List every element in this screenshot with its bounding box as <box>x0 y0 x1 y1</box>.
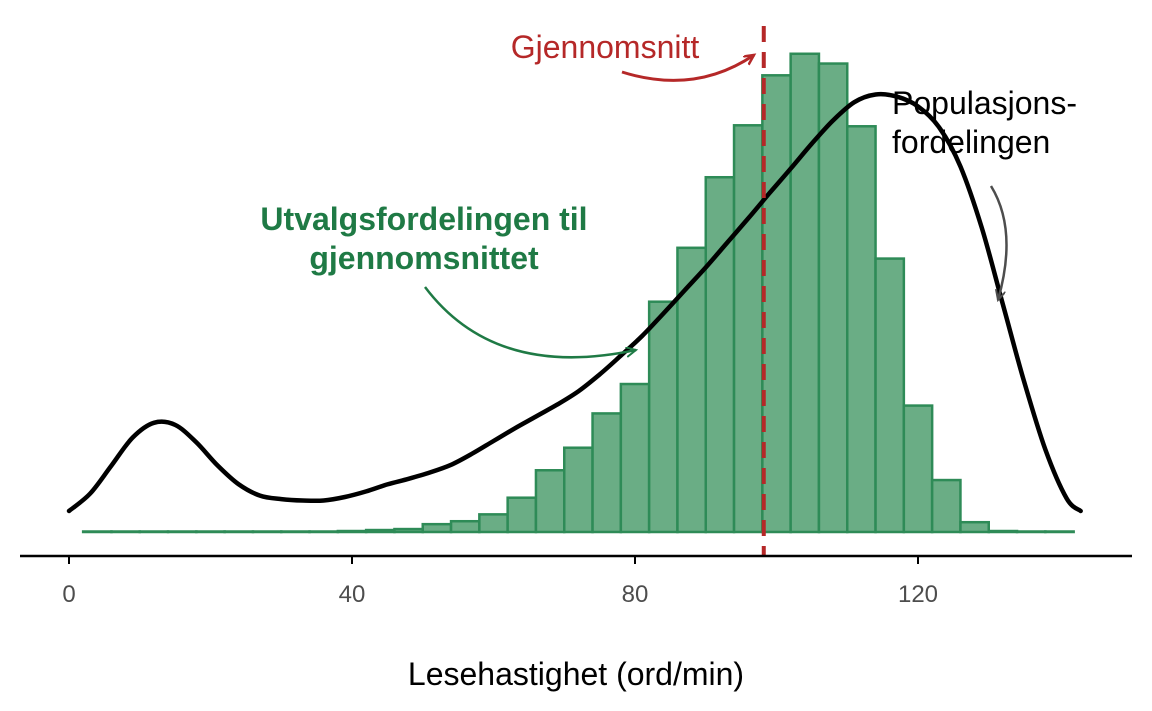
histogram-bar <box>959 520 991 534</box>
x-axis-title: Lesehastighet (ord/min) <box>408 656 744 692</box>
histogram-bar <box>166 530 198 534</box>
histogram-bar <box>732 124 764 534</box>
histogram-bar <box>987 529 1019 534</box>
histogram-bar <box>846 125 877 534</box>
histogram-bar <box>647 300 679 534</box>
population-annotation-line1: Populasjons- <box>892 85 1077 121</box>
histogram-bar <box>81 530 113 534</box>
histogram-bar <box>421 522 453 534</box>
histogram-bar <box>364 528 396 534</box>
x-axis-tick-label: 120 <box>898 581 938 608</box>
histogram-bar <box>478 513 509 534</box>
histogram-bar <box>336 529 368 534</box>
histogram-bar <box>591 412 623 534</box>
population-annotation-arrow <box>989 185 1008 300</box>
mean-annotation-label: Gjennomsnitt <box>511 29 700 65</box>
sampling-annotation-line1: Utvalgsfordelingen til <box>260 201 587 237</box>
histogram-bar <box>619 382 651 534</box>
x-axis-tick-label: 0 <box>62 581 75 608</box>
histogram-bar <box>563 446 594 534</box>
histogram-bar <box>704 175 736 534</box>
histogram-bar <box>1015 530 1047 534</box>
histogram-bar <box>761 74 792 534</box>
population-annotation-line2: fordelingen <box>892 124 1050 160</box>
histogram-bar <box>534 469 566 534</box>
histogram-bars <box>81 52 1075 534</box>
histogram-bar <box>506 496 538 534</box>
histogram-bar <box>1044 530 1075 534</box>
x-axis-ticks: 0 40 80 120 <box>62 556 938 608</box>
population-density-curve <box>66 91 1083 514</box>
histogram-bar <box>789 52 821 534</box>
histogram-bar <box>223 530 255 534</box>
sampling-annotation-arrow <box>424 286 636 359</box>
histogram-bar <box>449 519 481 534</box>
histogram-bar <box>195 530 226 534</box>
histogram-bar <box>110 530 141 534</box>
histogram-bar <box>393 527 425 534</box>
mean-annotation-arrow <box>621 55 754 82</box>
histogram-bar <box>817 62 849 534</box>
histogram-bar <box>251 530 283 534</box>
histogram-bar <box>874 257 906 534</box>
histogram-bar <box>138 530 170 534</box>
histogram-bar <box>930 478 962 534</box>
histogram-bar <box>280 530 311 534</box>
histogram-bar <box>308 530 340 534</box>
sampling-annotation-line2: gjennomsnittet <box>309 240 539 276</box>
x-axis-tick-label: 40 <box>339 581 366 608</box>
x-axis-tick-label: 80 <box>622 581 649 608</box>
histogram-bar <box>902 404 934 534</box>
